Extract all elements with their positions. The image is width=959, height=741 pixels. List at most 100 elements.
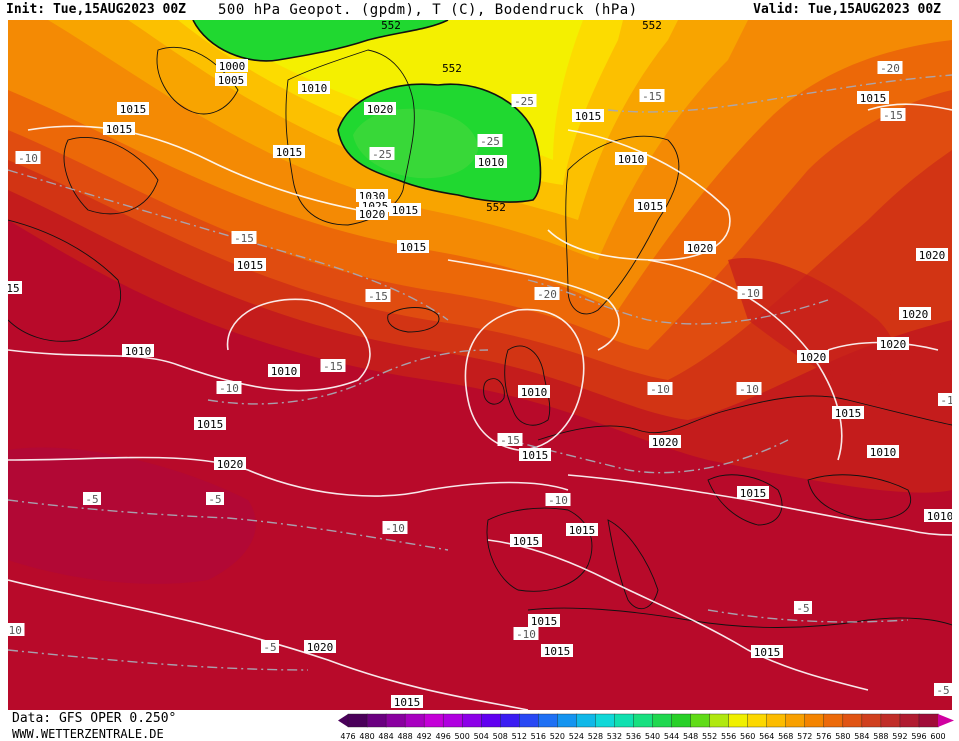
legend-swatch: [576, 713, 597, 728]
isobar-label: 1010: [615, 152, 647, 166]
temp-label-text: -1: [940, 394, 952, 407]
temp-label-text: -5: [796, 602, 809, 615]
legend-swatch: [918, 713, 939, 728]
isobar-label: 1015: [273, 145, 305, 159]
footer-bar: Data: GFS OPER 0.250° WWW.WETTERZENTRALE…: [0, 710, 959, 741]
legend-tick-label: 532: [607, 732, 622, 741]
isobar-label: 1015: [528, 614, 560, 628]
geopot-label: 552: [381, 20, 401, 32]
temp-label-text: -5: [936, 684, 949, 697]
legend-tick-label: 580: [835, 732, 850, 741]
isobar-label-text: 1015: [569, 524, 596, 537]
legend-tick-label: 588: [873, 732, 888, 741]
temp-label-text: -5: [208, 493, 221, 506]
isobar-label-text: 1015: [106, 123, 133, 136]
legend-swatch: [633, 713, 654, 728]
legend-tick-label: 544: [664, 732, 679, 741]
temperature-lines: [8, 74, 952, 671]
legend-tick-label: 500: [455, 732, 470, 741]
legend-right-arrow: [938, 714, 954, 727]
legend-tick-label: 528: [588, 732, 603, 741]
temp-label: -25: [369, 147, 395, 161]
isobar-label-text: 1015: [392, 204, 419, 217]
legend-swatch: [728, 713, 749, 728]
isobar-label-text: 1015: [237, 259, 264, 272]
isobar-label-text: 1000: [219, 60, 246, 73]
isobar-label-text: 1010: [618, 153, 645, 166]
legend-swatch: [709, 713, 730, 728]
isobar-label: 1015: [737, 486, 769, 500]
temp-label-text: -15: [368, 290, 388, 303]
legend-tick-label: 576: [816, 732, 831, 741]
isobar-label-text: 1020: [902, 308, 929, 321]
geopot-label-text: 552: [381, 20, 401, 32]
temp-label-text: -5: [85, 493, 98, 506]
temp-label: -20: [534, 287, 560, 301]
legend-tick-label: 476: [340, 732, 355, 741]
legend-tick-label: 508: [493, 732, 508, 741]
isobar-label-text: 1005: [218, 74, 245, 87]
legend-swatch: [595, 713, 616, 728]
legend-swatch: [766, 713, 787, 728]
color-legend: 476 480 484 488 492 496 500 504 508 512 516 520 524 5…: [338, 713, 954, 741]
temp-label: -5: [206, 492, 224, 506]
temp-label-text: -10: [740, 287, 760, 300]
isobar-label-text: 1010: [271, 365, 298, 378]
temp-label-text: -10: [385, 522, 405, 535]
isobar-lines: [8, 103, 952, 710]
isobar-label-text: 1020: [367, 103, 394, 116]
isobar-label-text: 1015: [740, 487, 767, 500]
temp-label-text: -5: [263, 641, 276, 654]
legend-swatch: [899, 713, 920, 728]
isobar-label: 1015: [397, 240, 429, 254]
temp-label: -15: [880, 108, 906, 122]
temp-label-text: -20: [880, 62, 900, 75]
legend-tick-label: 480: [359, 732, 374, 741]
isobar-label-text: 1015: [276, 146, 303, 159]
legend-tick-label: 516: [531, 732, 546, 741]
temp-label-text: -20: [537, 288, 557, 301]
isobar-label-text: 1010: [927, 510, 952, 523]
legend-tick-label: 596: [911, 732, 926, 741]
temp-label: -10: [15, 151, 41, 165]
isobar-label-text: 1020: [217, 458, 244, 471]
isobar-label: 1020: [797, 350, 829, 364]
legend-swatch: [785, 713, 806, 728]
temp-label-text: -15: [500, 434, 520, 447]
temp-label-text: -10: [516, 628, 536, 641]
legend-swatch: [347, 713, 368, 728]
isobar-label-text: 1010: [521, 386, 548, 399]
isobar-label-text: 15: [8, 282, 20, 295]
isobar-label: 1010: [475, 155, 507, 169]
website-label: WWW.WETTERZENTRALE.DE: [12, 727, 164, 741]
temp-label: -5: [934, 683, 952, 697]
isobar-label-text: 1020: [687, 242, 714, 255]
valid-time: Valid: Tue,15AUG2023 00Z: [753, 2, 941, 17]
isobar-label: 1020: [877, 337, 909, 351]
header-bar: Init: Tue,15AUG2023 00Z 500 hPa Geopot. …: [0, 0, 959, 20]
legend-tick-label: 568: [778, 732, 793, 741]
temp-label-text: -15: [883, 109, 903, 122]
legend-tick-label: 556: [721, 732, 736, 741]
legend-swatch: [538, 713, 559, 728]
init-time: Init: Tue,15AUG2023 00Z: [6, 2, 187, 17]
legend-tick-label: 560: [740, 732, 755, 741]
isobar-label-text: 1015: [835, 407, 862, 420]
legend-tick-label: 488: [397, 732, 412, 741]
legend-tick-label: 584: [854, 732, 869, 741]
legend-tick-label: 552: [702, 732, 717, 741]
geopot-label-text: 552: [486, 201, 506, 214]
isobar-label: 1015: [566, 523, 598, 537]
legend-swatch: [500, 713, 520, 728]
isobar-label: 1020: [916, 248, 948, 262]
isobar-label: 1015: [117, 102, 149, 116]
map-title: 500 hPa Geopot. (gpdm), T (C), Bodendruc…: [218, 2, 638, 18]
temp-label: -15: [320, 359, 346, 373]
legend-swatch: [861, 713, 882, 728]
legend-tick-label: 504: [474, 732, 489, 741]
temp-label: -20: [877, 61, 903, 75]
isobar-label: 1020: [899, 307, 931, 321]
isobar-label: 1015: [541, 644, 573, 658]
legend-swatch: [671, 713, 692, 728]
